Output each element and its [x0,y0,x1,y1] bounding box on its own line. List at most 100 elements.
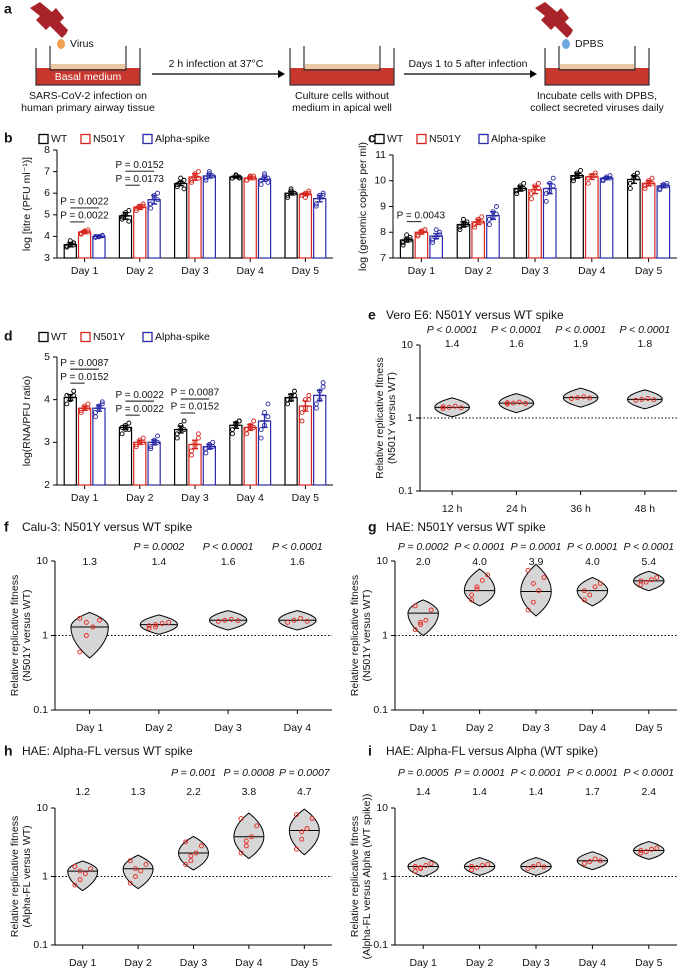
legend-label: WT [51,133,68,145]
panel: e 0.1 1 10 12 h 24 h 36 h 48 h Relative replicat… [368,307,677,515]
x-tick-label: Day 3 [521,265,549,277]
y-tick-label: 5 [44,351,50,363]
bar [284,192,298,259]
schematic: a Virus Basal medium SARS-CoV-2 infectio… [4,1,665,114]
data-point [292,388,297,394]
data-point [532,183,538,189]
data-point [400,242,406,248]
data-point [222,617,228,623]
data-point [299,418,305,424]
x-tick-label: Day 4 [578,265,606,277]
data-point [292,190,297,196]
data-point [206,444,212,450]
data-point [265,179,271,185]
violin [67,860,99,892]
data-point [536,180,541,186]
value-label: 1.4 [529,786,544,798]
data-point [320,384,326,390]
caption: collect secreted viruses daily [530,102,664,114]
bar [173,428,188,486]
data-point [543,191,549,197]
y-tick-label: 4 [44,230,50,242]
data-point [313,203,319,209]
data-point [64,401,70,407]
y-tick-label: 0.1 [373,939,388,951]
bar [243,177,257,259]
data-point [133,208,139,213]
data-point [541,864,547,870]
data-point [302,405,308,411]
data-point [469,597,475,603]
y-tick-label: 1 [382,629,388,641]
data-point [517,186,523,191]
data-point [472,222,478,227]
p-value: P = 0.0152 [171,402,220,413]
data-point [469,864,475,869]
data-point [251,173,257,179]
bar [486,214,500,259]
bar [471,221,486,259]
legend-label: N501Y [93,331,125,343]
data-point [634,175,640,181]
y-axis-label: Relative replicative fitness [349,816,361,937]
data-point [126,208,132,213]
data-point [423,617,429,623]
data-point [664,183,670,189]
data-point [433,234,439,240]
data-point [244,427,250,432]
p-value: P = 0.0008 [224,767,275,779]
data-point [230,175,235,181]
data-point [203,175,209,181]
value-label: 1.3 [131,786,146,798]
violin [288,808,320,856]
p-value: P = 0.0087 [60,358,109,369]
data-point [320,192,326,198]
data-point [642,186,648,191]
data-point [592,856,598,862]
data-point [547,180,553,186]
data-point [285,195,291,200]
legend-swatch [142,331,153,343]
data-point [262,173,267,179]
x-tick-label: Day 2 [124,957,152,969]
medium [545,68,649,85]
data-point [127,858,133,864]
data-point [140,201,146,207]
data-point [646,180,652,186]
violin [233,812,265,860]
legend-swatch [478,133,489,145]
data-point [536,186,541,191]
data-point [525,567,531,573]
data-point [99,233,105,239]
data-point [433,227,439,233]
data-point [523,401,528,406]
y-axis-label: (N501Y versus WT) [361,590,373,682]
data-point [510,400,516,406]
y-tick-label: 5 [44,209,50,221]
y-axis-label: (Alpha-FL versus WT) [21,825,33,927]
data-point [581,861,587,866]
panel-letter: f [4,519,9,535]
value-label: 1.6 [290,556,305,568]
panel: i 0.1 1 10 Day 1 Day 2 Day 3 Day 4 Day 5 Relative… [349,743,677,969]
data-point [159,621,165,626]
p-value: P < 0.0001 [454,541,505,553]
data-point [320,380,326,386]
panel-letter: i [368,743,372,759]
y-tick-label: 10 [376,555,388,567]
data-point [649,180,655,186]
x-tick-label: Day 2 [126,265,154,277]
bar [513,187,528,259]
data-point [452,403,458,409]
x-tick-label: Day 2 [464,265,492,277]
data-point [67,397,73,403]
data-point [461,216,466,222]
data-point [85,229,91,235]
bar [63,396,77,486]
data-point [587,592,593,598]
y-tick-label: 3 [44,252,50,264]
p-value: P < 0.0001 [427,324,478,336]
data-point [418,619,423,625]
data-point [474,586,480,592]
panel: g 0.1 1 10 Day 1 Day 2 Day 3 Day 4 Day 5 Relative… [349,519,677,734]
